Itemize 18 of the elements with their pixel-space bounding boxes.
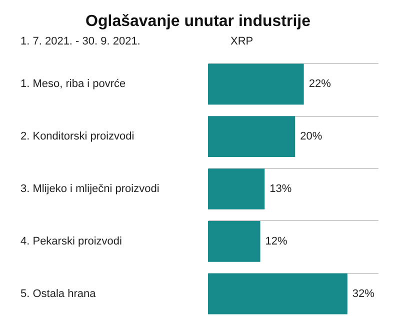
bar [208, 64, 304, 105]
data-label: 13% [270, 183, 292, 195]
chart-title: Oglašavanje unutar industrije [86, 13, 311, 30]
data-label: 32% [352, 288, 375, 300]
data-label: 12% [265, 235, 288, 248]
y-axis-title: 1. 7. 2021. - 30. 9. 2021. [20, 36, 140, 48]
data-label: 22% [308, 78, 332, 90]
bar [208, 220, 260, 262]
bar [208, 168, 265, 210]
x-axis-title: XRP [230, 36, 254, 48]
y-tick-label: 1. Meso, riba i povrće [20, 78, 126, 90]
y-tick-label: 2. Konditorski proizvodi [20, 130, 134, 143]
y-tick-label: 4. Pekarski proizvodi [20, 235, 122, 248]
bar [208, 273, 348, 314]
y-tick-label: 3. Mlijeko i mliječni proizvodi [20, 183, 160, 195]
bar [208, 116, 296, 158]
data-label: 20% [300, 130, 322, 143]
y-tick-label: 5. Ostala hrana [20, 288, 97, 300]
